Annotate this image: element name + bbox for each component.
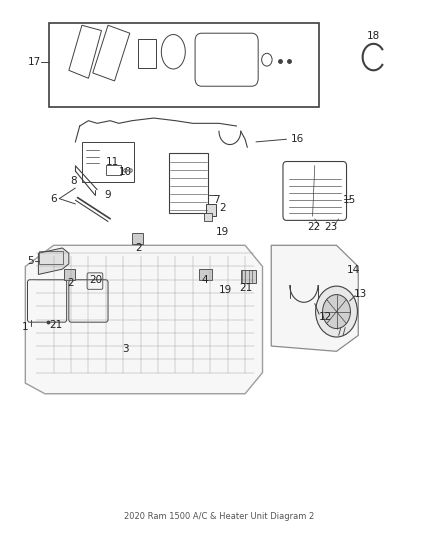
Text: 19: 19 (216, 227, 229, 237)
Polygon shape (39, 248, 69, 274)
Text: 23: 23 (325, 222, 338, 232)
Bar (206, 205, 215, 216)
Text: 2: 2 (68, 278, 74, 288)
Polygon shape (271, 245, 358, 351)
Bar (64, 269, 75, 280)
Bar (39, 251, 63, 264)
Text: 4: 4 (202, 274, 208, 285)
Text: 21: 21 (239, 282, 253, 293)
Text: 11: 11 (106, 157, 119, 166)
Text: 13: 13 (354, 289, 367, 299)
Text: 8: 8 (70, 175, 77, 185)
Bar (132, 233, 143, 244)
Text: 7: 7 (213, 195, 220, 205)
Text: 20: 20 (90, 274, 103, 285)
Text: 2: 2 (135, 243, 142, 253)
Bar (106, 165, 121, 175)
Circle shape (322, 295, 350, 328)
Bar (138, 38, 156, 68)
Text: 18: 18 (367, 31, 380, 41)
Text: 6: 6 (50, 193, 57, 204)
Bar (241, 270, 256, 284)
Text: 5: 5 (27, 256, 34, 266)
Bar (204, 213, 212, 221)
Text: 16: 16 (291, 134, 304, 144)
Circle shape (316, 286, 357, 337)
Text: 15: 15 (343, 195, 356, 205)
Text: 2020 Ram 1500 A/C & Heater Unit Diagram 2: 2020 Ram 1500 A/C & Heater Unit Diagram … (124, 512, 314, 521)
Text: 19: 19 (219, 285, 232, 295)
Polygon shape (25, 245, 262, 394)
Text: 14: 14 (346, 265, 360, 275)
Text: 22: 22 (307, 222, 321, 232)
Text: 9: 9 (105, 190, 111, 200)
Bar (199, 269, 212, 280)
Text: 2: 2 (219, 203, 226, 213)
Text: 17: 17 (28, 58, 41, 67)
Text: 21: 21 (49, 320, 63, 330)
Bar (82, 142, 134, 182)
Text: 12: 12 (319, 312, 332, 322)
Bar (49, 22, 319, 108)
Text: 3: 3 (122, 344, 129, 354)
Bar (169, 152, 208, 214)
Text: 1: 1 (22, 322, 28, 333)
Text: 10: 10 (119, 167, 132, 177)
